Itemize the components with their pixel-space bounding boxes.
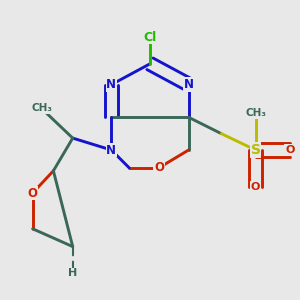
Text: CH₃: CH₃ (245, 108, 266, 118)
Text: N: N (184, 78, 194, 91)
Text: H: H (68, 268, 77, 278)
Text: S: S (250, 143, 260, 157)
Text: O: O (285, 145, 294, 155)
Text: CH₃: CH₃ (31, 103, 52, 113)
Text: O: O (251, 182, 260, 192)
Text: O: O (28, 187, 38, 200)
Text: N: N (106, 78, 116, 91)
Text: Cl: Cl (143, 31, 157, 44)
Text: N: N (106, 143, 116, 157)
Text: O: O (154, 161, 164, 174)
